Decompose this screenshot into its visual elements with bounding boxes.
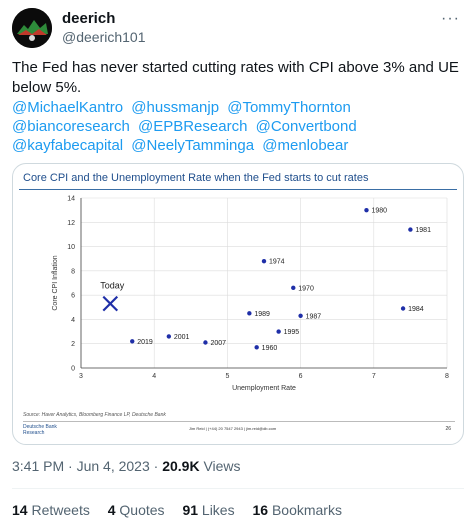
views-count: 20.9K [162, 458, 200, 474]
mention-link[interactable]: @kayfabecapital [12, 137, 124, 154]
data-point-label: 1970 [298, 285, 314, 292]
data-point [247, 311, 252, 316]
y-tick-label: 10 [67, 244, 75, 251]
data-point-label: 2019 [137, 339, 153, 346]
stat-count: 4 [107, 502, 116, 518]
y-tick-label: 14 [67, 196, 75, 203]
contact-info: Jim Reid | (+44) 20 7547 2943 | jim.reid… [189, 426, 277, 431]
x-tick-label: 3 [79, 373, 83, 380]
avatar-image [12, 8, 52, 48]
avatar[interactable] [12, 8, 52, 48]
chart-source: Source: Haver Analytics, Bloomberg Finan… [23, 412, 166, 418]
x-tick-label: 4 [152, 373, 156, 380]
y-tick-label: 6 [71, 293, 75, 300]
tweet-text: The Fed has never started cutting rates … [12, 59, 459, 96]
more-options-icon[interactable]: ··· [441, 10, 460, 27]
mention-link[interactable]: @NeelyTamminga [131, 137, 255, 154]
data-point [276, 329, 281, 334]
data-point [203, 340, 208, 345]
retweets-stat[interactable]: 14 Retweets [12, 502, 90, 518]
publisher-logo: Deutsche Bank Research [23, 424, 57, 436]
logo-line-2: Research [23, 430, 45, 436]
data-point [261, 258, 267, 264]
data-point [291, 285, 296, 291]
logo-line-1: Deutsche Bank [23, 424, 57, 430]
tweet-media[interactable]: Core CPI and the Unemployment Rate when … [12, 163, 464, 445]
likes-stat[interactable]: 91 Likes [182, 502, 234, 518]
quotes-stat[interactable]: 4 Quotes [108, 502, 165, 518]
data-point [364, 207, 369, 213]
stat-label: Bookmarks [271, 502, 342, 518]
mention-link[interactable]: @MichaelKantro [12, 99, 124, 116]
stat-count: 16 [252, 502, 269, 518]
data-point [130, 339, 135, 344]
mention-link[interactable]: @EPBResearch [137, 118, 248, 135]
mention-list: @MichaelKantro @hussmanjp @TommyThornton… [12, 98, 464, 155]
chart-title: Core CPI and the Unemployment Rate when … [23, 172, 369, 184]
engagement-stats: 14 Retweets 4 Quotes 91 Likes 16 Bookmar… [12, 502, 356, 518]
x-tick-label: 6 [299, 373, 303, 380]
mention-link[interactable]: @biancoresearch [12, 118, 130, 135]
today-label: Today [100, 281, 125, 291]
scatter-chart: 0 2 4 6 8 10 12 14 3 4 5 6 7 8 Unemployment Rate Core C… [52, 196, 449, 393]
data-point [166, 334, 172, 339]
data-point-label: 1989 [254, 311, 270, 318]
data-point [298, 313, 303, 318]
today-marker [102, 295, 119, 312]
y-tick-label: 2 [71, 341, 75, 348]
divider [12, 488, 464, 489]
data-point-label: 2007 [210, 340, 226, 347]
data-point-label: 1984 [408, 306, 424, 313]
data-point-label: 1960 [262, 345, 278, 352]
y-tick-label: 4 [71, 317, 75, 324]
tweet-timestamp[interactable]: 3:41 PM · Jun 4, 2023 · [12, 458, 163, 474]
mention-link[interactable]: @Convertbond [255, 118, 357, 135]
x-tick-label: 7 [372, 373, 376, 380]
stat-label: Retweets [31, 502, 90, 518]
footer-divider [23, 421, 455, 422]
stat-label: Likes [201, 502, 235, 518]
data-point [408, 227, 413, 232]
mention-link[interactable]: @menlobear [262, 137, 349, 154]
data-point [400, 306, 406, 311]
page-number: 26 [445, 426, 451, 432]
author-name[interactable]: deerich [62, 10, 116, 27]
tweet-meta: 3:41 PM · Jun 4, 2023 · 20.9K Views [12, 458, 241, 474]
chart-title-bar: Core CPI and the Unemployment Rate when … [19, 170, 457, 190]
x-tick-label: 5 [225, 373, 229, 380]
y-tick-label: 12 [67, 220, 75, 227]
stat-count: 14 [12, 502, 28, 518]
mention-link[interactable]: @TommyThornton [227, 99, 351, 116]
bookmarks-stat[interactable]: 16 Bookmarks [252, 502, 342, 518]
y-tick-label: 8 [71, 268, 75, 275]
stat-count: 91 [182, 502, 199, 518]
mention-link[interactable]: @hussmanjp [131, 99, 220, 116]
views-label: Views [199, 458, 241, 474]
data-point [254, 345, 259, 350]
data-point-label: 2001 [174, 334, 190, 341]
x-axis-label: Unemployment Rate [232, 385, 296, 392]
data-point-label: 1974 [269, 259, 285, 266]
y-tick-label: 0 [71, 366, 75, 373]
tweet-header: deerich @deerich101 ··· [12, 8, 464, 48]
y-axis-label: Core CPI Inflation [52, 255, 59, 310]
data-point-label: 1995 [284, 329, 300, 336]
author-handle[interactable]: @deerich101 [62, 29, 146, 45]
chart-image: Core CPI and the Unemployment Rate when … [19, 170, 457, 438]
data-point-label: 1987 [306, 313, 322, 320]
data-point-label: 1980 [371, 208, 387, 215]
data-point-label: 1981 [415, 227, 431, 234]
stat-label: Quotes [119, 502, 165, 518]
x-tick-label: 8 [445, 373, 449, 380]
